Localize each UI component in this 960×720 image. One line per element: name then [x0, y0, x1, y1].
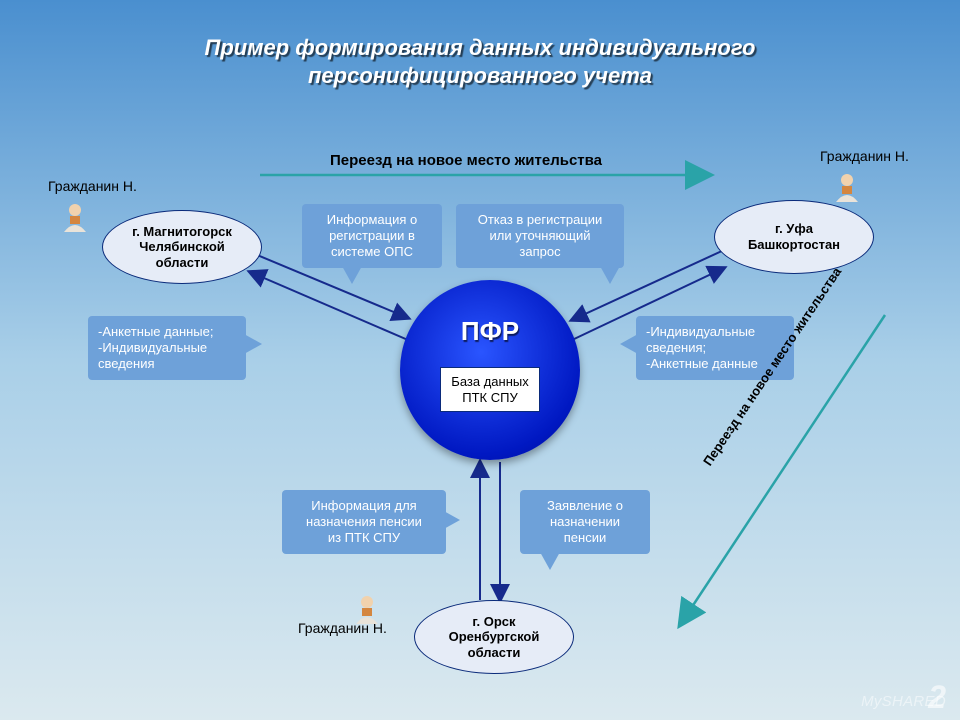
- c-tr-l1: Отказ в регистрации: [478, 212, 603, 227]
- city-bottom-l2: Оренбургской: [449, 629, 540, 644]
- city-left-l3: области: [156, 255, 209, 270]
- city-right-l1: г. Уфа: [775, 221, 813, 236]
- citizen-label-left: Гражданин Н.: [48, 178, 137, 194]
- city-bottom-ellipse: г. Орск Оренбургской области: [414, 600, 574, 674]
- c-tl-l1: Информация о: [327, 212, 417, 227]
- c-bl-l2: назначения пенсии: [306, 514, 422, 529]
- callout-top-left: Информация о регистрации в системе ОПС: [302, 204, 442, 268]
- callout-tail: [600, 266, 620, 284]
- person-icon: [350, 592, 384, 631]
- callout-tail: [244, 334, 262, 354]
- slide: Пример формирования данных индивидуально…: [0, 0, 960, 720]
- c-bl-l3: из ПТК СПУ: [328, 530, 400, 545]
- db-line2: ПТК СПУ: [462, 390, 517, 405]
- c-br-l1: Заявление о: [547, 498, 623, 513]
- callout-tail: [620, 334, 638, 354]
- db-box: База данных ПТК СПУ: [440, 367, 539, 412]
- c-tr-l2: или уточняющий: [490, 228, 591, 243]
- person-icon: [58, 200, 92, 239]
- relocation-top-label: Переезд на новое место жительства: [330, 152, 602, 169]
- c-ml-l3: сведения: [98, 356, 155, 371]
- c-bl-l1: Информация для: [311, 498, 416, 513]
- callout-bottom-right: Заявление о назначении пенсии: [520, 490, 650, 554]
- c-ml-l1: -Анкетные данные;: [98, 324, 214, 339]
- c-mr-l3: -Анкетные данные: [646, 356, 758, 371]
- callout-top-right: Отказ в регистрации или уточняющий запро…: [456, 204, 624, 268]
- callout-bottom-left: Информация для назначения пенсии из ПТК …: [282, 490, 446, 554]
- callout-tail: [342, 266, 362, 284]
- c-tr-l3: запрос: [519, 244, 560, 259]
- center-circle: ПФР База данных ПТК СПУ: [400, 280, 580, 460]
- db-line1: База данных: [451, 374, 528, 389]
- city-bottom-l1: г. Орск: [472, 614, 515, 629]
- title-line-1: Пример формирования данных индивидуально…: [205, 35, 756, 60]
- center-main-label: ПФР: [461, 316, 519, 347]
- person-icon: [830, 170, 864, 209]
- city-right-l2: Башкортостан: [748, 237, 840, 252]
- city-left-l1: г. Магнитогорск: [132, 224, 232, 239]
- callout-mid-left: -Анкетные данные; -Индивидуальные сведен…: [88, 316, 246, 380]
- title-line-2: персонифицированного учета: [308, 63, 652, 88]
- c-tl-l3: системе ОПС: [331, 244, 413, 259]
- page-number: 2: [928, 679, 946, 716]
- slide-title: Пример формирования данных индивидуально…: [0, 34, 960, 89]
- c-mr-l1: -Индивидуальные: [646, 324, 755, 339]
- c-mr-l2: сведения;: [646, 340, 706, 355]
- c-ml-l2: -Индивидуальные: [98, 340, 207, 355]
- city-left-ellipse: г. Магнитогорск Челябинской области: [102, 210, 262, 284]
- c-br-l3: пенсии: [564, 530, 606, 545]
- callout-tail: [540, 552, 560, 570]
- city-bottom-l3: области: [468, 645, 521, 660]
- citizen-label-right: Гражданин Н.: [820, 148, 909, 164]
- c-br-l2: назначении: [550, 514, 620, 529]
- city-left-l2: Челябинской: [139, 239, 225, 254]
- callout-tail: [442, 510, 460, 530]
- c-tl-l2: регистрации в: [329, 228, 415, 243]
